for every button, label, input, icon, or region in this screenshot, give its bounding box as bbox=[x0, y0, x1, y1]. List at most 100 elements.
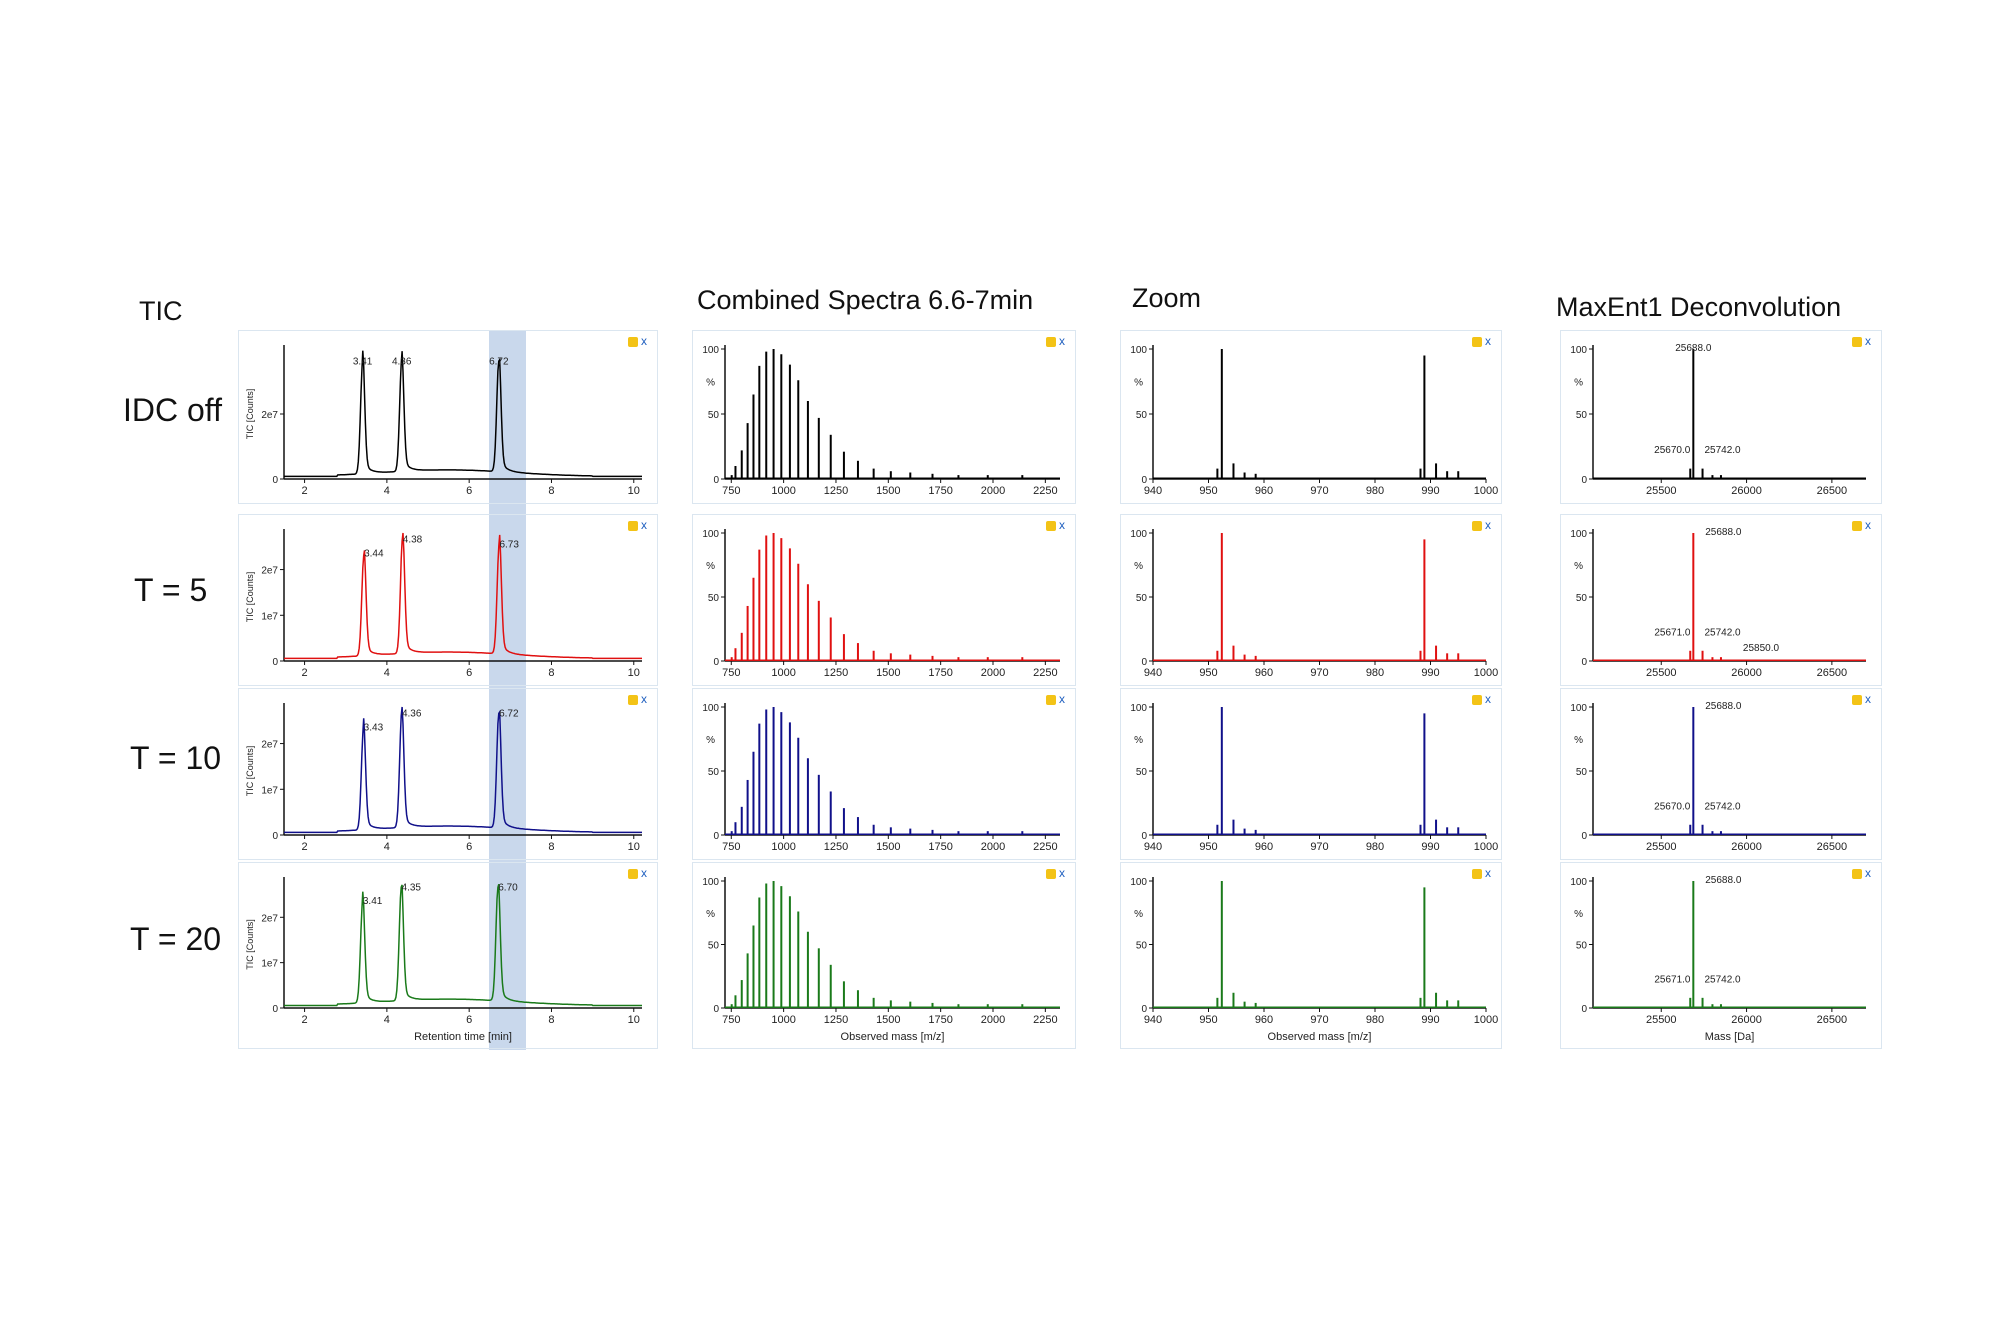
maxent-chart-1: 25500 26000 26500 0 50 100% 25688.0 25671.0 2574… bbox=[1570, 527, 1866, 679]
tic-chart-1: 2 4 6 8 10 0 1e7 2e7 TIC [Counts] 3.44 4.38 6.73 bbox=[245, 529, 642, 679]
tic-column-title: TIC bbox=[139, 296, 183, 326]
x-tick-label: 2250 bbox=[1033, 841, 1057, 853]
y-tick-label: 100 bbox=[1130, 529, 1147, 540]
panel-toolbar: x bbox=[628, 334, 647, 348]
mass-label: 25742.0 bbox=[1704, 627, 1741, 638]
x-tick-label: 1000 bbox=[1474, 485, 1498, 497]
y-tick-label: 2e7 bbox=[261, 566, 278, 577]
x-tick-label: 2000 bbox=[981, 485, 1005, 497]
close-icon[interactable]: x bbox=[1865, 518, 1871, 532]
y-tick-label: 100 bbox=[1570, 877, 1587, 888]
x-tick-label: 960 bbox=[1255, 841, 1273, 853]
pin-icon[interactable] bbox=[1472, 520, 1482, 531]
spectra-chart-3: 750 1000 1250 1500 1750 2000 2250 0 50 100% Observ… bbox=[702, 877, 1060, 1043]
peak-label: 4.36 bbox=[402, 709, 422, 720]
close-icon[interactable]: x bbox=[1485, 334, 1491, 348]
spectra-chart-0: 750 1000 1250 1500 1750 2000 2250 0 50 100% bbox=[702, 345, 1060, 497]
y-tick-label: 50 bbox=[1576, 767, 1588, 778]
spectra-panel-2: 750 1000 1250 1500 1750 2000 2250 0 50 100% x bbox=[692, 688, 1076, 860]
peak-label: 4.35 bbox=[402, 883, 422, 894]
x-tick-label: 950 bbox=[1199, 485, 1217, 497]
pin-icon[interactable] bbox=[1046, 336, 1056, 347]
pin-icon[interactable] bbox=[628, 336, 638, 347]
maxent-chart-3: 25500 26000 26500 0 50 100% Mass [Da] 25688.0 25… bbox=[1570, 875, 1866, 1043]
x-tick-label: 940 bbox=[1144, 667, 1162, 679]
tic-chart-0: 2 4 6 8 10 0 2e7 TIC [Counts] 3.41 4.36 6.72 bbox=[245, 345, 642, 497]
x-tick-label: 750 bbox=[722, 1014, 740, 1026]
x-tick-label: 980 bbox=[1366, 841, 1384, 853]
close-icon[interactable]: x bbox=[1485, 692, 1491, 706]
row-label-t20: T = 20 bbox=[130, 921, 222, 957]
pin-icon[interactable] bbox=[1852, 336, 1862, 347]
peak-label: 3.44 bbox=[364, 548, 384, 559]
x-tick-label: 1500 bbox=[876, 667, 900, 679]
peak-label: 6.73 bbox=[499, 539, 519, 550]
close-icon[interactable]: x bbox=[1865, 692, 1871, 706]
pin-icon[interactable] bbox=[628, 520, 638, 531]
x-tick-label: 980 bbox=[1366, 667, 1384, 679]
close-icon[interactable]: x bbox=[1059, 866, 1065, 880]
x-tick-label: 750 bbox=[722, 667, 740, 679]
x-tick-label: 940 bbox=[1144, 1014, 1162, 1026]
close-icon[interactable]: x bbox=[1865, 866, 1871, 880]
x-tick-label: 6 bbox=[466, 667, 472, 679]
close-icon[interactable]: x bbox=[1059, 518, 1065, 532]
x-tick-label: 1000 bbox=[1474, 667, 1498, 679]
zoom-column-title: Zoom bbox=[1132, 283, 1202, 313]
x-tick-label: 6 bbox=[466, 841, 472, 853]
pin-icon[interactable] bbox=[628, 694, 638, 705]
row-label-t10: T = 10 bbox=[130, 740, 222, 776]
spectra-chart-1: 750 1000 1250 1500 1750 2000 2250 0 50 100% bbox=[702, 529, 1060, 679]
tic-panel-3: 2 4 6 8 10 0 1e7 2e7 TIC [Counts] Retention time … bbox=[238, 862, 658, 1049]
close-icon[interactable]: x bbox=[641, 518, 647, 532]
x-tick-label: 26500 bbox=[1817, 841, 1848, 853]
close-icon[interactable]: x bbox=[641, 334, 647, 348]
pin-icon[interactable] bbox=[1472, 336, 1482, 347]
x-tick-label: 26500 bbox=[1817, 667, 1848, 679]
pin-icon[interactable] bbox=[1852, 868, 1862, 879]
x-tick-label: 1250 bbox=[824, 1014, 848, 1026]
x-tick-label: 960 bbox=[1255, 485, 1273, 497]
y-axis-label: % bbox=[706, 378, 715, 389]
x-tick-label: 990 bbox=[1421, 667, 1439, 679]
maxent-panel-1: 25500 26000 26500 0 50 100% 25688.0 25671.0 2574… bbox=[1560, 514, 1882, 686]
mass-label: 25671.0 bbox=[1654, 627, 1691, 638]
y-tick-label: 0 bbox=[713, 1004, 719, 1015]
pin-icon[interactable] bbox=[1852, 520, 1862, 531]
x-tick-label: 1500 bbox=[876, 485, 900, 497]
y-axis-label: % bbox=[1574, 735, 1583, 746]
x-tick-label: 26000 bbox=[1731, 667, 1762, 679]
panel-toolbar: x bbox=[1046, 866, 1065, 880]
x-tick-label: 8 bbox=[548, 1014, 554, 1026]
close-icon[interactable]: x bbox=[1485, 866, 1491, 880]
maxent-panel-3: 25500 26000 26500 0 50 100% Mass [Da] 25688.0 25… bbox=[1560, 862, 1882, 1049]
close-icon[interactable]: x bbox=[641, 692, 647, 706]
close-icon[interactable]: x bbox=[1059, 334, 1065, 348]
x-tick-label: 2 bbox=[302, 841, 308, 853]
pin-icon[interactable] bbox=[1046, 520, 1056, 531]
y-tick-label: 100 bbox=[1570, 529, 1587, 540]
x-tick-label: 940 bbox=[1144, 841, 1162, 853]
y-axis-label: TIC [Counts] bbox=[245, 389, 255, 440]
x-tick-label: 970 bbox=[1310, 841, 1328, 853]
close-icon[interactable]: x bbox=[1485, 518, 1491, 532]
pin-icon[interactable] bbox=[1046, 868, 1056, 879]
pin-icon[interactable] bbox=[1472, 868, 1482, 879]
x-tick-label: 26000 bbox=[1731, 485, 1762, 497]
x-tick-label: 1250 bbox=[824, 667, 848, 679]
pin-icon[interactable] bbox=[1472, 694, 1482, 705]
close-icon[interactable]: x bbox=[1865, 334, 1871, 348]
pin-icon[interactable] bbox=[1852, 694, 1862, 705]
close-icon[interactable]: x bbox=[641, 866, 647, 880]
y-tick-label: 100 bbox=[1130, 703, 1147, 714]
tic-trace bbox=[284, 706, 642, 834]
tic-panel-1: 2 4 6 8 10 0 1e7 2e7 TIC [Counts] 3.44 4.38 6.73 x bbox=[238, 514, 658, 686]
x-tick-label: 980 bbox=[1366, 485, 1384, 497]
x-tick-label: 940 bbox=[1144, 485, 1162, 497]
x-tick-label: 2250 bbox=[1033, 485, 1057, 497]
close-icon[interactable]: x bbox=[1059, 692, 1065, 706]
pin-icon[interactable] bbox=[628, 868, 638, 879]
x-tick-label: 26000 bbox=[1731, 841, 1762, 853]
pin-icon[interactable] bbox=[1046, 694, 1056, 705]
tic-panel-0: 2 4 6 8 10 0 2e7 TIC [Counts] 3.41 4.36 6.72 x bbox=[238, 330, 658, 504]
